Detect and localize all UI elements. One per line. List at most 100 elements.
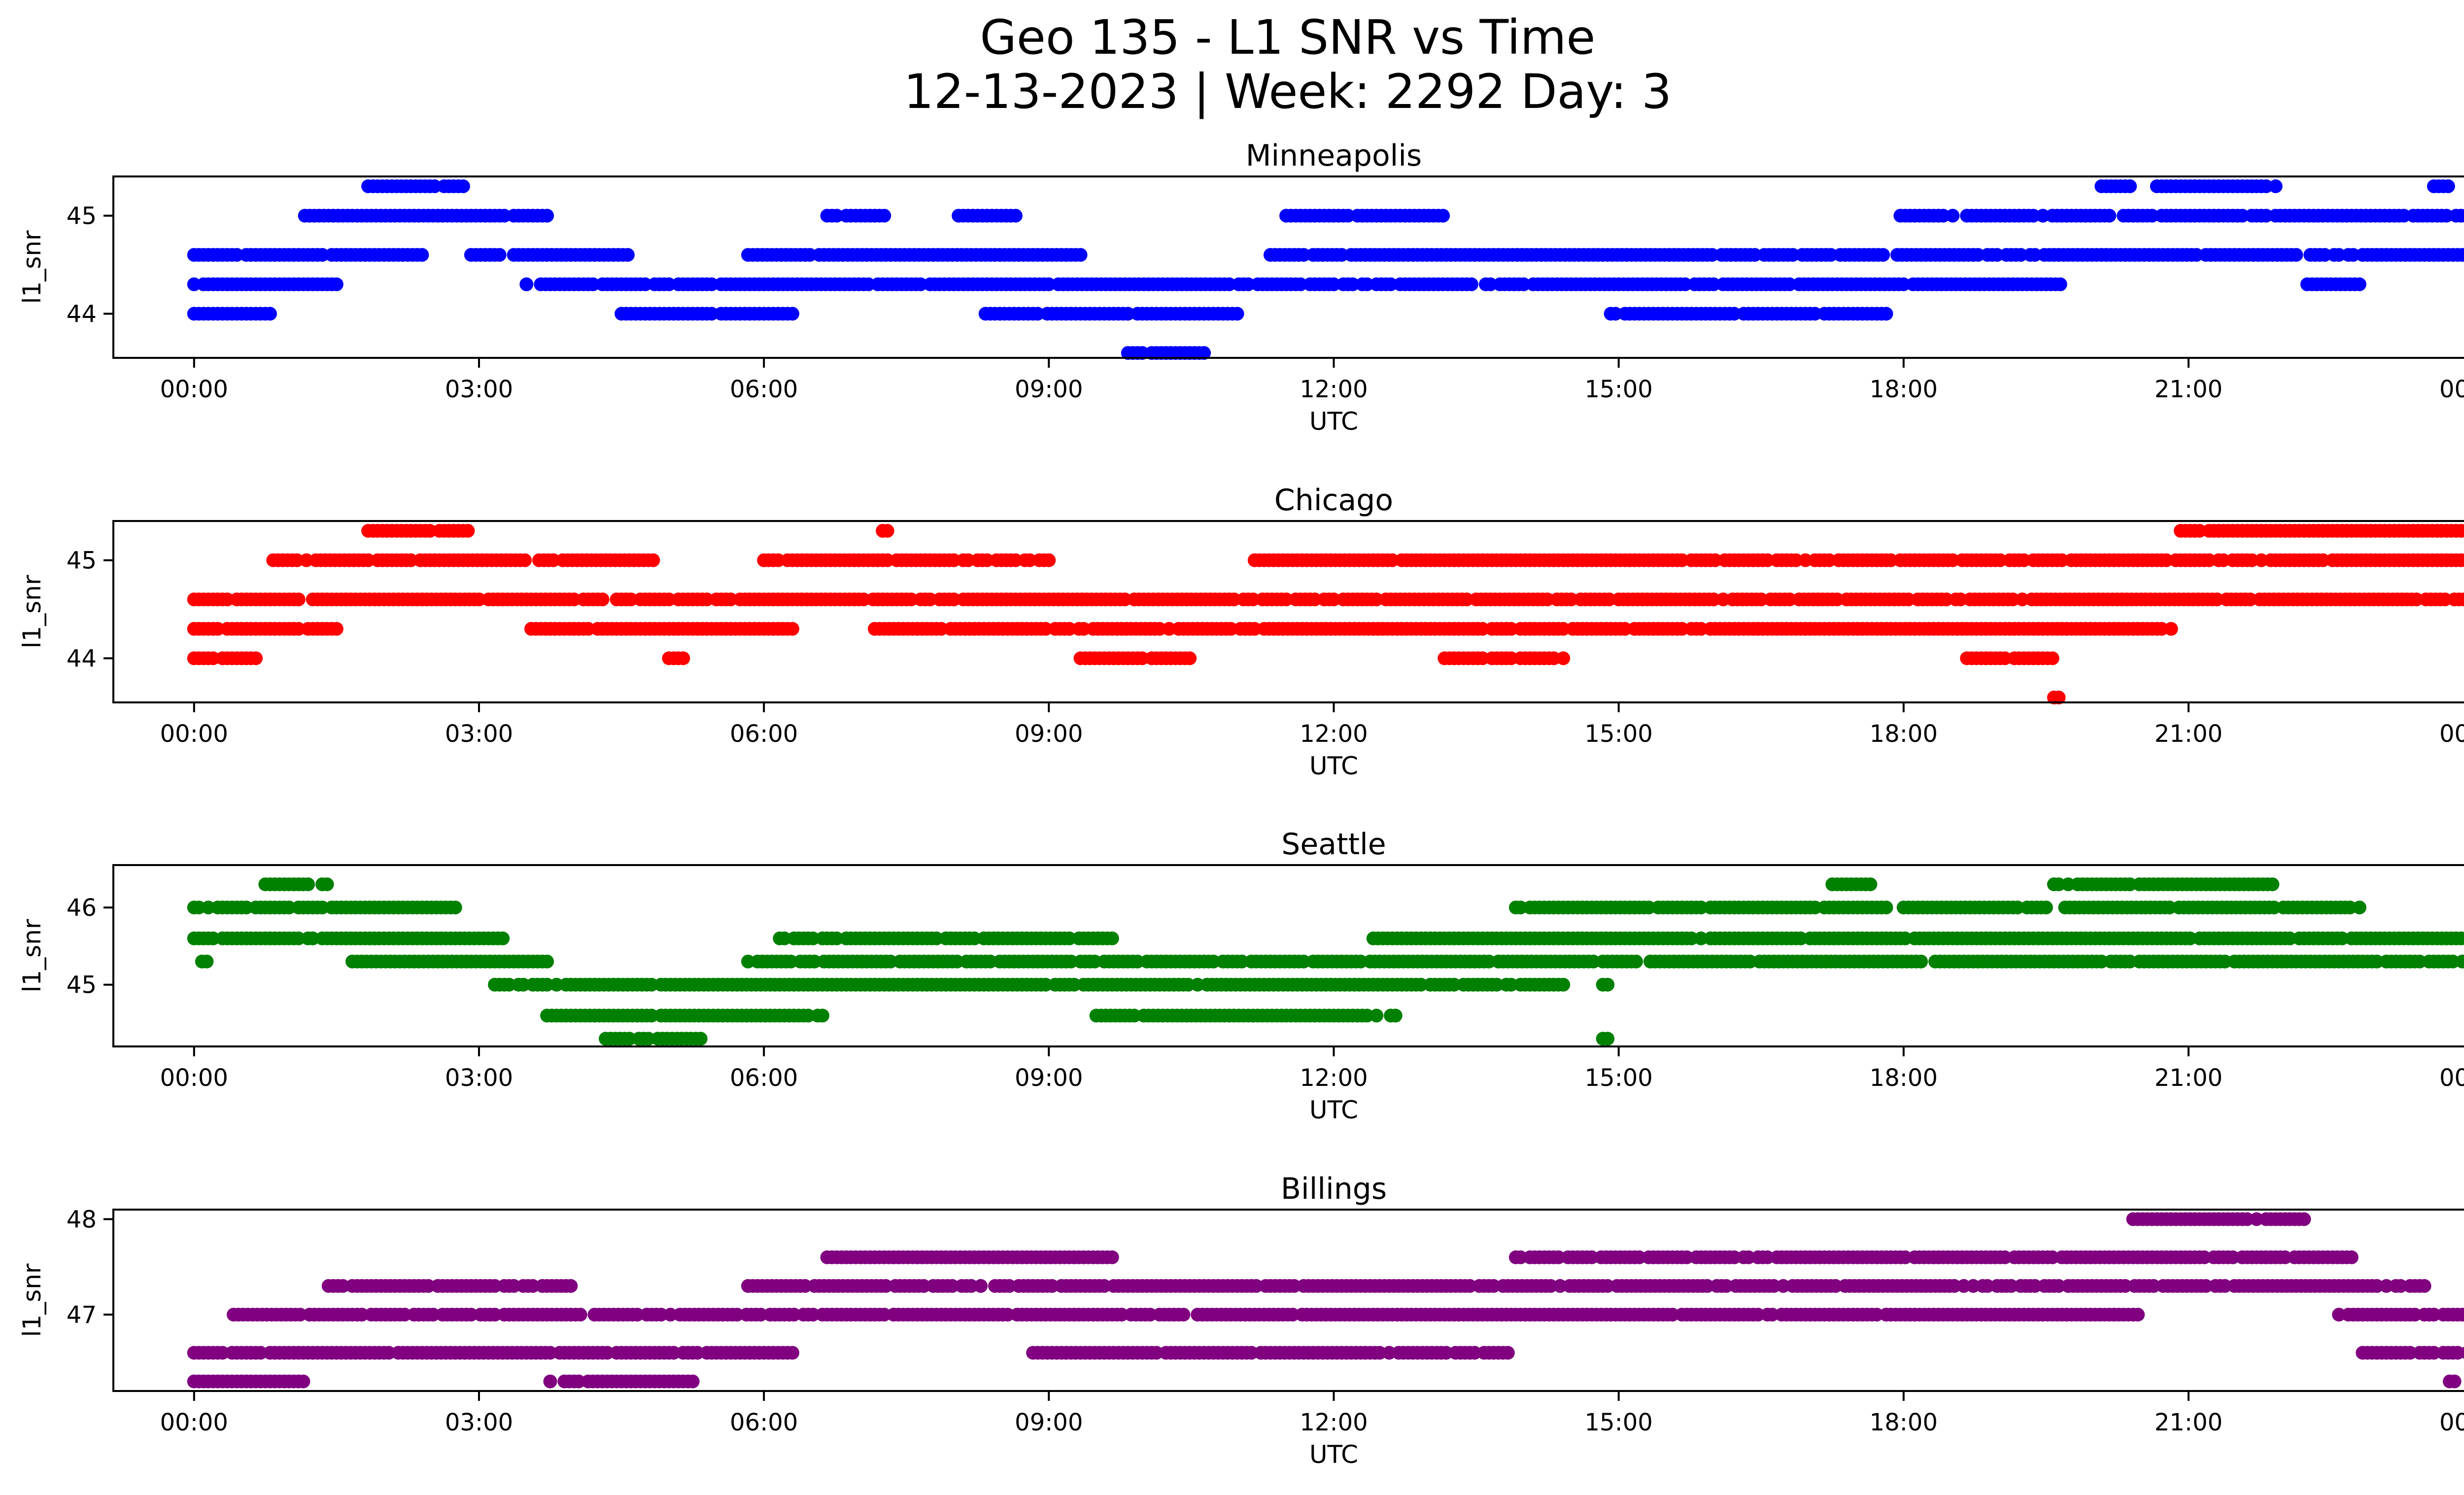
data-point xyxy=(662,277,676,291)
data-point xyxy=(1794,931,1808,945)
data-point xyxy=(945,1279,959,1293)
data-point xyxy=(2335,931,2349,945)
data-point xyxy=(676,651,690,665)
data-point xyxy=(1608,307,1623,321)
data-point xyxy=(1870,1308,1884,1322)
data-point xyxy=(1463,1279,1477,1293)
data-point xyxy=(753,1308,768,1322)
x-tick-label: 00:00 xyxy=(2439,720,2464,748)
data-point xyxy=(2190,248,2204,262)
data-point xyxy=(730,1308,744,1322)
data-point xyxy=(1822,553,1836,567)
data-point xyxy=(1863,877,1878,892)
data-point xyxy=(2123,954,2137,969)
data-point xyxy=(2131,1308,2145,1322)
data-point xyxy=(2218,1279,2232,1293)
x-tick-label: 09:00 xyxy=(1015,376,1083,403)
data-point xyxy=(1206,954,1221,969)
data-point xyxy=(1490,977,1504,992)
data-point xyxy=(2346,248,2361,262)
data-point xyxy=(1121,307,1135,321)
data-point xyxy=(1898,931,1913,945)
data-point xyxy=(1067,977,1081,992)
data-point xyxy=(1556,622,1571,636)
data-point xyxy=(1798,553,1813,567)
data-point xyxy=(249,651,263,665)
x-tick-label: 00:00 xyxy=(2439,376,2464,403)
data-point xyxy=(1247,622,1262,636)
data-point xyxy=(2118,1279,2132,1293)
data-point xyxy=(1436,209,1450,223)
data-point xyxy=(2145,209,2159,223)
y-axis-label: l1_snr xyxy=(18,230,46,304)
data-point xyxy=(329,277,343,291)
data-point xyxy=(2123,179,2137,193)
data-point xyxy=(1947,1279,1961,1293)
x-tick-label: 21:00 xyxy=(2155,376,2223,403)
axes-frame xyxy=(112,175,2464,359)
data-point xyxy=(967,931,982,945)
data-point xyxy=(2459,932,2464,945)
data-point xyxy=(2439,209,2454,223)
data-point xyxy=(572,1374,586,1389)
data-point xyxy=(1073,248,1088,262)
data-point xyxy=(662,592,676,607)
data-point xyxy=(917,1279,931,1293)
data-point xyxy=(1936,209,1951,223)
data-point xyxy=(2202,553,2216,567)
data-point xyxy=(253,1346,268,1360)
data-point xyxy=(2409,592,2424,607)
data-point xyxy=(2004,1279,2019,1293)
data-point xyxy=(1130,954,1145,969)
x-tick-label: 06:00 xyxy=(730,376,798,403)
data-point xyxy=(1030,307,1045,321)
data-point xyxy=(2155,622,2169,636)
x-tick-label: 09:00 xyxy=(1015,720,1083,748)
x-tick-label: 21:00 xyxy=(2155,1064,2223,1092)
data-point xyxy=(1556,651,1571,665)
data-point xyxy=(1956,1279,1971,1293)
data-point xyxy=(1966,1279,1981,1293)
data-point xyxy=(2052,691,2066,705)
data-points xyxy=(187,179,2464,360)
data-point xyxy=(1360,1008,1374,1023)
data-point xyxy=(461,523,475,538)
data-point xyxy=(1486,1279,1501,1293)
data-point xyxy=(1828,1279,1843,1293)
data-point xyxy=(624,592,638,607)
data-point xyxy=(645,1008,659,1023)
data-point xyxy=(2396,209,2411,223)
y-tick-label: 45 xyxy=(67,203,97,230)
x-tick-label: 00:00 xyxy=(160,720,228,748)
data-point xyxy=(2036,209,2050,223)
data-point xyxy=(693,1032,708,1046)
data-point xyxy=(1694,931,1708,945)
data-point xyxy=(2332,248,2346,262)
x-tick-label: 12:00 xyxy=(1300,1064,1368,1092)
x-tick-label: 15:00 xyxy=(1585,376,1653,403)
data-point xyxy=(2102,209,2117,223)
data-point xyxy=(2254,553,2268,567)
data-point xyxy=(1475,651,1490,665)
data-point xyxy=(540,954,554,969)
data-point xyxy=(1543,1279,1558,1293)
data-point xyxy=(1369,1008,1384,1023)
data-point xyxy=(934,622,948,636)
data-point xyxy=(502,977,516,992)
data-point xyxy=(980,553,994,567)
data-point xyxy=(1998,651,2012,665)
data-point xyxy=(2183,931,2197,945)
data-point xyxy=(705,307,719,321)
data-point xyxy=(914,277,928,291)
data-point xyxy=(1327,277,1341,291)
data-point xyxy=(2045,651,2059,665)
data-point xyxy=(1235,954,1249,969)
x-axis-label: UTC xyxy=(1309,1096,1358,1124)
y-tick-label: 44 xyxy=(67,300,97,328)
data-point xyxy=(1990,248,2004,262)
data-point xyxy=(291,931,306,945)
data-point xyxy=(2460,248,2464,261)
data-point xyxy=(543,1374,557,1389)
